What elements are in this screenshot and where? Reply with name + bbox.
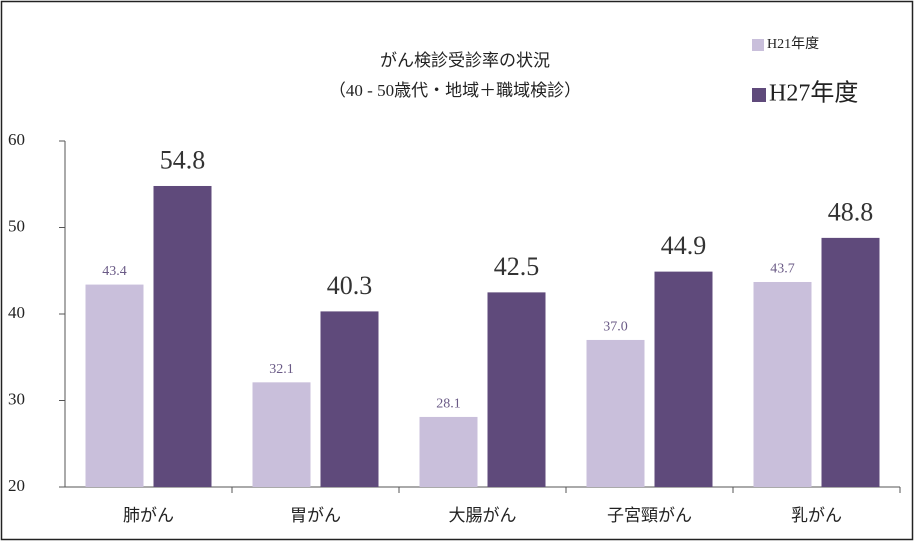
y-tick-label: 40: [8, 303, 25, 322]
value-label: 43.7: [770, 262, 795, 277]
chart-title: がん検診受診率の状況: [380, 51, 550, 70]
x-tick-label: 肺がん: [123, 506, 174, 525]
value-label: 32.1: [269, 362, 294, 377]
bar: [85, 284, 144, 487]
y-tick-label: 30: [8, 389, 25, 408]
bar: [252, 382, 311, 487]
legend-label: H27年度: [769, 80, 858, 107]
x-tick-label: 胃がん: [290, 506, 341, 525]
value-label: 28.1: [436, 397, 461, 412]
y-tick-label: 60: [8, 130, 25, 149]
value-label: 37.0: [603, 320, 628, 335]
value-label: 54.8: [160, 146, 206, 175]
bar: [586, 339, 645, 487]
bar: [153, 185, 212, 488]
bar: [487, 292, 546, 487]
bar: [821, 237, 880, 487]
y-tick-label: 50: [8, 216, 25, 235]
legend-swatch: [752, 88, 766, 102]
value-label: 40.3: [327, 271, 373, 300]
value-label: 43.4: [102, 264, 127, 279]
bar: [320, 311, 379, 487]
x-tick-label: 大腸がん: [449, 506, 517, 525]
x-tick-label: 乳がん: [791, 506, 842, 525]
x-tick-label: 子宮頸がん: [607, 506, 692, 525]
bar: [419, 416, 478, 487]
value-label: 42.5: [494, 252, 540, 281]
y-tick-label: 20: [8, 476, 25, 495]
bar: [753, 281, 812, 487]
value-label: 48.8: [828, 197, 874, 226]
legend-label: H21年度: [767, 36, 819, 52]
chart-subtitle: （40 - 50歳代・地域＋職域検診）: [329, 81, 581, 100]
value-label: 44.9: [661, 231, 707, 260]
legend-swatch: [752, 39, 764, 51]
bar: [654, 271, 713, 487]
